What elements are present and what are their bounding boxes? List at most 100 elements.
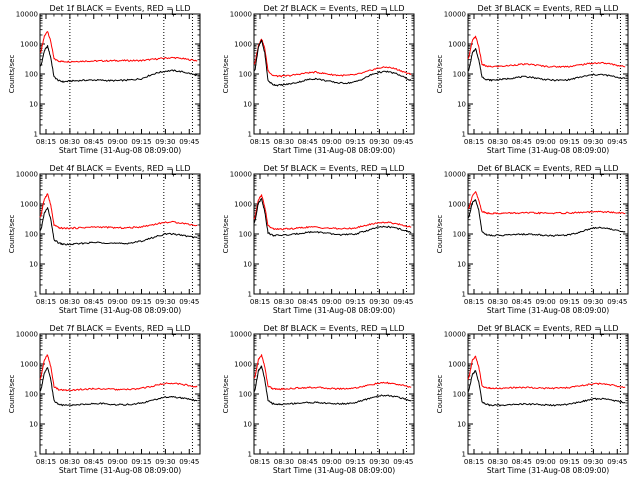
marker-label: L (171, 328, 176, 338)
y-tick-label: 10 (243, 101, 252, 109)
x-tick-label: 09:00 (322, 458, 342, 466)
series-line-lld (39, 31, 198, 63)
y-tick-label: 10000 (16, 331, 38, 339)
y-tick-label: 1000 (20, 361, 38, 369)
x-tick-label: 09:30 (369, 458, 389, 466)
y-tick-label: 10000 (444, 171, 466, 179)
y-tick-label: 10 (243, 261, 252, 269)
series-line-lld (39, 193, 198, 230)
y-axis-label: Counts/sec (222, 375, 230, 414)
x-tick-label: 09:45 (393, 138, 413, 146)
plot-frame (253, 333, 415, 455)
y-tick-label: 10000 (230, 11, 252, 19)
x-tick-label: 08:45 (84, 138, 104, 146)
x-tick-label: 08:15 (464, 298, 484, 306)
x-tick-label: 08:15 (464, 458, 484, 466)
x-tick-label: 08:45 (512, 298, 532, 306)
y-tick-label: 10000 (444, 11, 466, 19)
x-tick-label: 09:00 (108, 138, 128, 146)
x-tick-label: 09:45 (393, 458, 413, 466)
y-tick-label: 10 (243, 421, 252, 429)
chart-title: Det 1f BLACK = Events, RED = LLD (49, 4, 190, 13)
y-axis-label: Counts/sec (436, 215, 444, 254)
y-tick-label: 1 (462, 451, 466, 459)
x-axis-label: Start Time (31-Aug-08 08:09:00) (59, 306, 181, 315)
series-line-events (467, 48, 626, 82)
chart-title: Det 9f BLACK = Events, RED = LLD (477, 324, 618, 333)
series-line-lld (467, 35, 626, 68)
marker-label: L (385, 168, 390, 178)
y-tick-label: 1 (248, 131, 252, 139)
plot-frame (467, 173, 629, 295)
marker-label: L (599, 8, 604, 18)
y-tick-label: 10 (457, 261, 466, 269)
x-tick-label: 08:45 (298, 298, 318, 306)
y-tick-label: 1000 (234, 361, 252, 369)
x-tick-label: 09:00 (536, 298, 556, 306)
x-axis-label: Start Time (31-Aug-08 08:09:00) (487, 146, 609, 155)
x-tick-label: 08:45 (512, 458, 532, 466)
y-tick-label: 1 (34, 131, 38, 139)
chart-title: Det 6f BLACK = Events, RED = LLD (477, 164, 618, 173)
x-tick-label: 08:15 (250, 138, 270, 146)
y-tick-label: 10000 (444, 331, 466, 339)
y-axis-label: Counts/sec (436, 55, 444, 94)
y-axis-label: Counts/sec (436, 375, 444, 414)
y-axis-label: Counts/sec (8, 375, 16, 414)
x-tick-label: 09:15 (559, 298, 579, 306)
x-tick-label: 08:30 (60, 138, 80, 146)
series-line-lld (467, 355, 626, 390)
x-tick-label: 09:15 (131, 458, 151, 466)
x-tick-label: 09:15 (345, 138, 365, 146)
x-tick-label: 09:15 (559, 138, 579, 146)
x-tick-label: 09:15 (559, 458, 579, 466)
y-tick-label: 1000 (448, 201, 466, 209)
chart-title: Det 8f BLACK = Events, RED = LLD (263, 324, 404, 333)
y-tick-label: 1000 (448, 41, 466, 49)
x-axis-label: Start Time (31-Aug-08 08:09:00) (487, 306, 609, 315)
y-tick-label: 10000 (230, 171, 252, 179)
y-tick-label: 100 (239, 71, 252, 79)
y-tick-label: 1 (462, 291, 466, 299)
x-tick-label: 08:15 (36, 138, 56, 146)
y-tick-label: 10000 (230, 331, 252, 339)
y-tick-label: 1000 (234, 201, 252, 209)
x-tick-label: 09:15 (131, 298, 151, 306)
x-tick-label: 08:15 (250, 298, 270, 306)
x-tick-label: 09:15 (345, 298, 365, 306)
y-tick-label: 1000 (234, 41, 252, 49)
x-tick-label: 08:45 (84, 298, 104, 306)
series-line-events (253, 198, 412, 237)
plot-frame (467, 333, 629, 455)
y-tick-label: 10 (29, 261, 38, 269)
marker-label: L (385, 8, 390, 18)
x-tick-label: 08:15 (250, 458, 270, 466)
chart-title: Det 3f BLACK = Events, RED = LLD (477, 4, 618, 13)
y-tick-label: 100 (453, 71, 466, 79)
y-axis-label: Counts/sec (8, 55, 16, 94)
x-tick-label: 08:45 (84, 458, 104, 466)
y-tick-label: 100 (25, 391, 38, 399)
y-tick-label: 100 (239, 231, 252, 239)
x-tick-label: 09:30 (155, 458, 175, 466)
series-line-lld (253, 194, 412, 231)
y-tick-label: 100 (25, 71, 38, 79)
x-tick-label: 09:30 (369, 298, 389, 306)
x-tick-label: 08:30 (488, 458, 508, 466)
y-tick-label: 1 (248, 291, 252, 299)
marker-label: L (385, 328, 390, 338)
marker-label: L (171, 168, 176, 178)
chart-title: Det 4f BLACK = Events, RED = LLD (49, 164, 190, 173)
x-tick-label: 09:45 (607, 138, 627, 146)
series-line-events (39, 207, 198, 246)
series-line-lld (468, 191, 626, 215)
x-tick-label: 08:45 (512, 138, 532, 146)
x-tick-label: 08:15 (36, 298, 56, 306)
